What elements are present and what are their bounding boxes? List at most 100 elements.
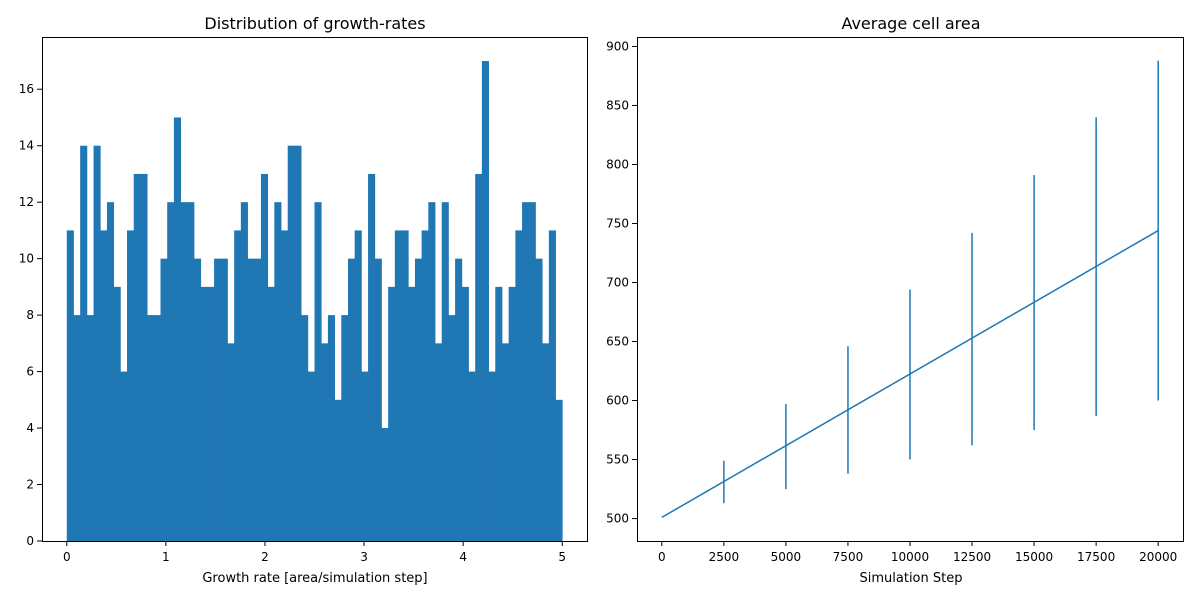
histogram-bar <box>214 258 222 541</box>
histogram-bar <box>515 230 523 542</box>
y-tick-label: 650 <box>606 335 629 349</box>
histogram-bar <box>528 202 536 542</box>
histogram-bar <box>428 202 436 542</box>
histogram-bar <box>120 371 128 541</box>
histogram-bar <box>347 258 356 541</box>
histogram-y-ticks: 0 2 4 6 8 10 12 14 16 <box>19 82 42 548</box>
histogram-bar <box>361 371 369 541</box>
histogram-bar <box>354 230 362 542</box>
histogram-bar <box>414 258 423 541</box>
histogram-bar <box>535 258 543 541</box>
y-tick-label: 900 <box>606 39 629 53</box>
histogram-bar <box>542 343 550 541</box>
histogram-bar <box>234 230 242 542</box>
histogram-bar <box>193 258 202 541</box>
x-tick-label: 10000 <box>891 550 929 564</box>
y-tick-label: 10 <box>19 252 34 266</box>
histogram-bar <box>73 315 81 541</box>
x-tick-label: 0 <box>658 550 666 564</box>
average-area-line <box>661 229 1159 519</box>
x-tick-label: 1 <box>162 550 170 564</box>
line-series-group <box>661 229 1159 519</box>
histogram-bar <box>93 145 101 542</box>
y-tick-label: 14 <box>19 139 34 153</box>
histogram-bar <box>435 343 443 541</box>
x-tick-label: 4 <box>459 550 467 564</box>
histogram-bar <box>368 173 376 542</box>
histogram-bar <box>441 202 449 542</box>
histogram-bar <box>388 286 396 541</box>
histogram-bar <box>240 202 248 542</box>
histogram-bar <box>481 61 489 541</box>
histogram-bar <box>200 286 208 541</box>
histogram-bar <box>247 258 255 541</box>
x-tick-label: 7500 <box>833 550 864 564</box>
histogram-bar <box>140 173 148 542</box>
histogram-x-axis-label: Growth rate [area/simulation step] <box>202 571 427 586</box>
x-tick-label: 15000 <box>1015 550 1053 564</box>
histogram-bar <box>394 230 402 542</box>
histogram-bar <box>180 202 188 542</box>
y-tick-label: 750 <box>606 216 629 230</box>
line-panel: Average cell area 0 2500 5000 7500 10000 1250… <box>606 14 1184 586</box>
y-tick-label: 550 <box>606 453 629 467</box>
histogram-bar <box>133 173 141 542</box>
histogram-bar <box>381 428 389 541</box>
histogram-bar <box>475 173 483 542</box>
y-tick-label: 0 <box>26 534 34 548</box>
y-tick-label: 16 <box>19 82 34 96</box>
histogram-bar <box>113 286 121 541</box>
histogram-bar <box>555 399 563 541</box>
y-tick-label: 6 <box>26 365 34 379</box>
histogram-bar <box>227 343 235 541</box>
line-x-ticks: 0 2500 5000 7500 10000 12500 15000 17500 20000 <box>658 541 1177 564</box>
histogram-bar <box>287 145 295 542</box>
histogram-bar <box>254 258 262 541</box>
line-title: Average cell area <box>841 14 980 33</box>
histogram-bar <box>80 145 88 542</box>
histogram-bar <box>153 315 161 541</box>
histogram-bar <box>100 230 108 542</box>
histogram-bar <box>314 202 322 542</box>
histogram-bar <box>281 230 289 542</box>
histogram-bar <box>455 258 463 541</box>
y-tick-label: 800 <box>606 157 629 171</box>
histogram-bar <box>334 399 342 541</box>
histogram-bar <box>160 258 168 541</box>
histogram-bar <box>267 286 275 541</box>
histogram-title: Distribution of growth-rates <box>204 14 425 33</box>
x-tick-label: 20000 <box>1139 550 1177 564</box>
histogram-bar <box>461 286 469 541</box>
line-error-bars <box>723 60 1159 504</box>
histogram-bar <box>173 117 181 542</box>
histogram-bar <box>401 230 409 542</box>
histogram-bar <box>301 315 309 541</box>
histogram-bar <box>294 145 302 542</box>
x-tick-label: 5000 <box>771 550 802 564</box>
y-tick-label: 700 <box>606 276 629 290</box>
line-axes-frame <box>637 37 1184 542</box>
histogram-bar <box>448 315 456 541</box>
histogram-bar <box>374 258 382 541</box>
histogram-bar <box>468 371 476 541</box>
histogram-bar <box>488 371 496 541</box>
histogram-bar <box>321 343 329 541</box>
histogram-bar <box>341 315 349 541</box>
x-tick-label: 2500 <box>709 550 740 564</box>
x-tick-label: 12500 <box>953 550 991 564</box>
histogram-bar <box>187 202 195 542</box>
y-tick-label: 2 <box>26 478 34 492</box>
x-tick-label: 5 <box>558 550 566 564</box>
histogram-bar <box>147 315 155 541</box>
y-tick-label: 8 <box>26 308 34 322</box>
y-tick-label: 4 <box>26 421 34 435</box>
x-tick-label: 17500 <box>1077 550 1115 564</box>
histogram-bar <box>327 315 335 541</box>
histogram-bar <box>501 343 510 541</box>
histogram-bar <box>495 286 503 541</box>
y-tick-label: 600 <box>606 394 629 408</box>
histogram-bar <box>167 202 175 542</box>
y-tick-label: 500 <box>606 512 629 526</box>
